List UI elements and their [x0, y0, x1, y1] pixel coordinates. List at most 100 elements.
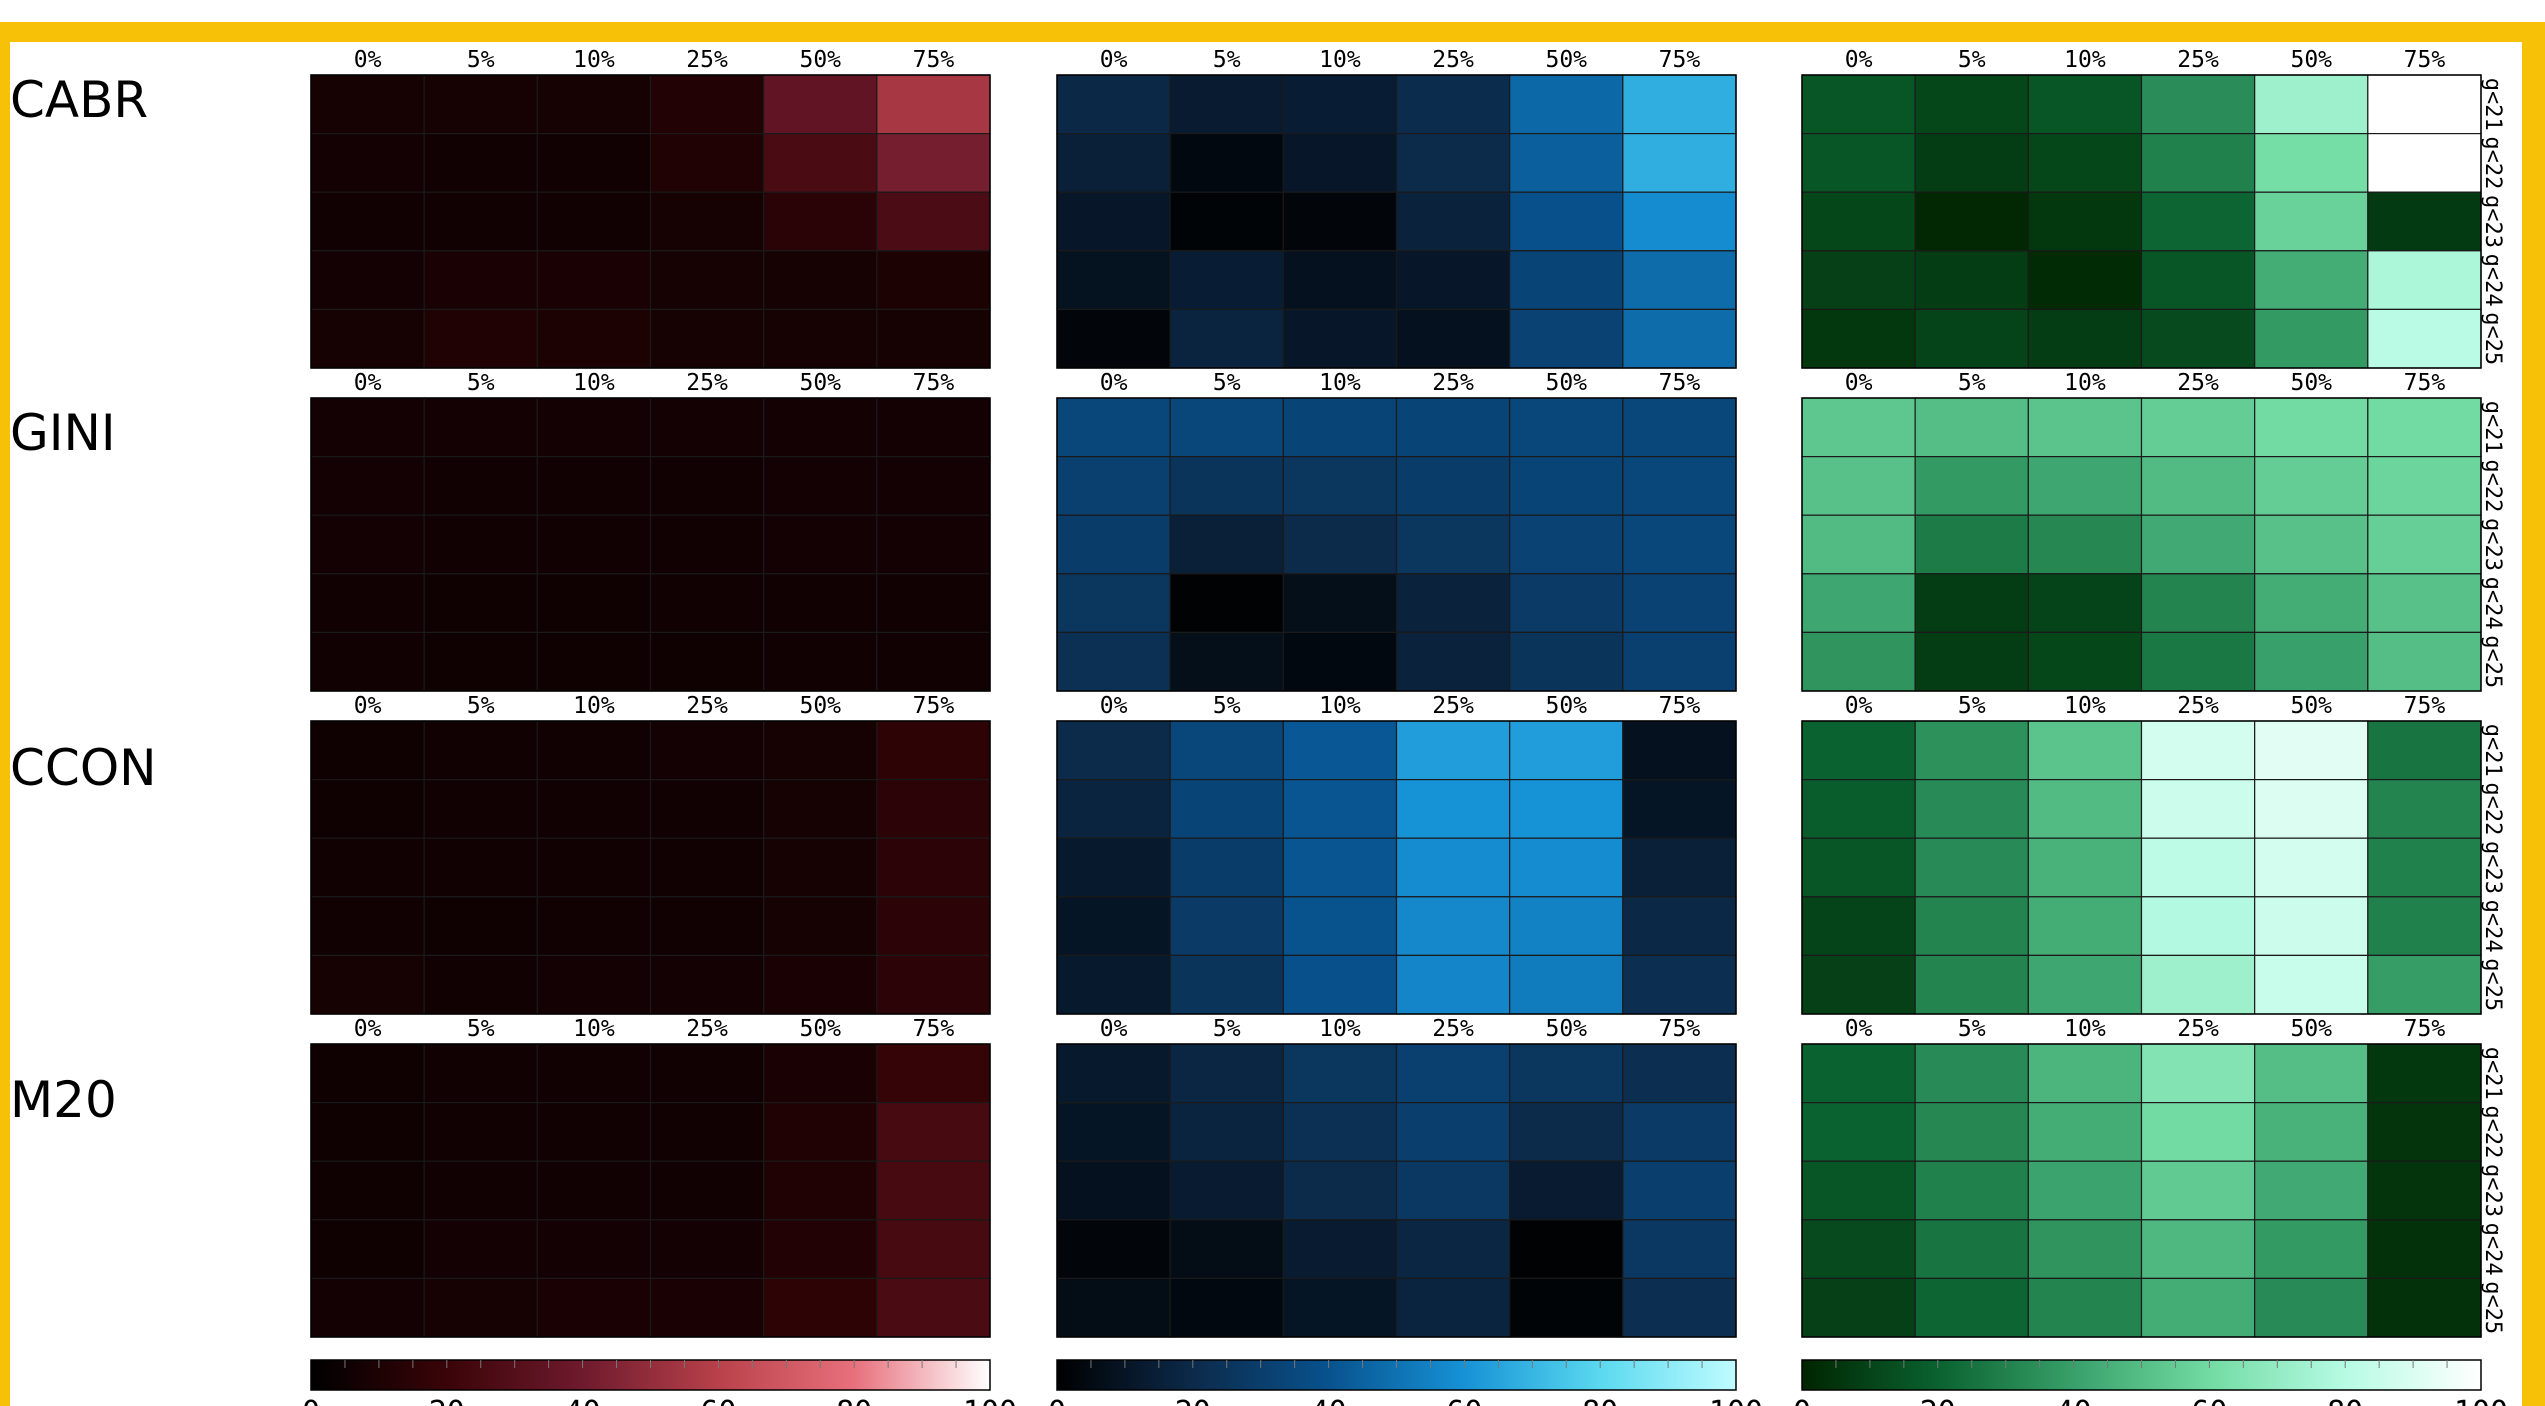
column-tick-label: 5%	[1958, 47, 1986, 73]
row-tick-label: g<21	[2480, 1047, 2505, 1100]
column-tick-label: 50%	[799, 693, 841, 719]
heatmap-cell	[310, 133, 425, 193]
heatmap-cell	[310, 720, 425, 781]
column-tick-label: 50%	[2290, 370, 2332, 396]
column-tick-label: 25%	[686, 47, 728, 73]
colorbar-tick-label: 0	[1793, 1395, 1811, 1406]
heatmap-cell	[2140, 456, 2256, 516]
heatmap-cell	[2140, 397, 2256, 458]
heatmap-cell	[1801, 250, 1916, 311]
heatmap-cell	[1914, 720, 2029, 781]
heatmap-cell	[423, 1219, 538, 1280]
heatmap-cell	[1056, 631, 1171, 692]
heatmap-cell	[1622, 1277, 1737, 1338]
heatmap-cell	[310, 191, 425, 252]
heatmap-cell	[310, 954, 425, 1015]
colorbar-tick-label: 80	[836, 1395, 872, 1406]
colorbar-tick-label: 100	[1709, 1395, 1763, 1406]
heatmap-cell	[2367, 1219, 2482, 1280]
heatmap-cell	[1169, 250, 1284, 311]
column-tick-label: 10%	[1319, 47, 1361, 73]
heatmap-cell	[2027, 191, 2143, 252]
column-tick-label: 75%	[2404, 370, 2446, 396]
heatmap-cell	[649, 1160, 765, 1221]
heatmap-cell	[1509, 1043, 1624, 1104]
heatmap-cell	[423, 1101, 538, 1162]
heatmap-cell	[649, 250, 765, 311]
column-tick-label: 75%	[913, 47, 955, 73]
heatmap-cell	[876, 573, 991, 633]
heatmap-cell	[649, 1043, 765, 1104]
heatmap-cell	[876, 778, 991, 839]
heatmap-cell	[876, 954, 991, 1015]
heatmap-cell	[1914, 1101, 2029, 1162]
colorbar-tick-label: 80	[1582, 1395, 1618, 1406]
heatmap-cell	[1056, 778, 1171, 839]
heatmap-cell	[2367, 1160, 2482, 1221]
heatmap-cell	[2367, 720, 2482, 781]
heatmap-cell	[1282, 514, 1398, 575]
heatmap-cell	[763, 720, 878, 781]
column-tick-label: 50%	[1545, 1016, 1587, 1042]
heatmap-cell	[1395, 74, 1511, 135]
heatmap-cell	[1056, 720, 1171, 781]
heatmap-cell	[1914, 631, 2029, 692]
column-tick-label: 10%	[1319, 1016, 1361, 1042]
column-tick-label: 5%	[1213, 47, 1241, 73]
heatmap-cell	[536, 954, 652, 1015]
heatmap-cell	[649, 1219, 765, 1280]
heatmap-cell	[1914, 1219, 2029, 1280]
heatmap-cell	[1622, 1160, 1737, 1221]
column-tick-label: 0%	[1100, 693, 1128, 719]
heatmap-cell	[1622, 837, 1737, 898]
column-tick-label: 10%	[2064, 1016, 2106, 1042]
row-tick-label: g<23	[2480, 841, 2505, 894]
column-tick-label: 25%	[2177, 47, 2219, 73]
heatmap-cell	[536, 896, 652, 956]
heatmap-cell	[1395, 778, 1511, 839]
heatmap-cell	[423, 778, 538, 839]
heatmap-cell	[1056, 837, 1171, 898]
heatmap-cell	[2140, 573, 2256, 633]
heatmap-cell	[649, 456, 765, 516]
heatmap-cell	[1801, 1219, 1916, 1280]
heatmap-cell	[2367, 1043, 2482, 1104]
heatmap-cell	[423, 456, 538, 516]
heatmap-cell	[1801, 74, 1916, 135]
heatmap-cell	[763, 837, 878, 898]
heatmap-cell	[2027, 74, 2143, 135]
colorbar-tick-label: 40	[565, 1395, 601, 1406]
heatmap-cell	[1801, 191, 1916, 252]
heatmap-cell	[1509, 397, 1624, 458]
heatmap-cell	[2254, 514, 2369, 575]
heatmap-cell	[310, 778, 425, 839]
heatmap-cell	[2254, 250, 2369, 311]
heatmap-cell	[1914, 456, 2029, 516]
heatmap-cell	[2254, 631, 2369, 692]
heatmap-cell	[2140, 250, 2256, 311]
heatmap-cell	[1914, 954, 2029, 1015]
heatmap-cell	[2027, 1277, 2143, 1338]
heatmap-cell	[763, 573, 878, 633]
heatmap-cell	[423, 74, 538, 135]
heatmap-cell	[1282, 191, 1398, 252]
heatmap-cell	[763, 1277, 878, 1338]
heatmap-cell	[876, 631, 991, 692]
column-tick-label: 25%	[686, 1016, 728, 1042]
heatmap-cell	[2367, 133, 2482, 193]
heatmap-cell	[1622, 720, 1737, 781]
heatmap-cell	[2027, 954, 2143, 1015]
heatmap-cell	[1622, 778, 1737, 839]
heatmap-cell	[2254, 1277, 2369, 1338]
heatmap-cell	[2140, 837, 2256, 898]
heatmap-cell	[649, 778, 765, 839]
heatmap-cell	[1169, 456, 1284, 516]
heatmap-cell	[1914, 837, 2029, 898]
heatmap-cell	[1509, 896, 1624, 956]
heatmap-cell	[1395, 397, 1511, 458]
column-tick-label: 0%	[354, 47, 382, 73]
heatmap-cell	[2027, 1219, 2143, 1280]
column-tick-label: 25%	[2177, 370, 2219, 396]
heatmap-cell	[649, 573, 765, 633]
heatmap-cell	[2027, 250, 2143, 311]
